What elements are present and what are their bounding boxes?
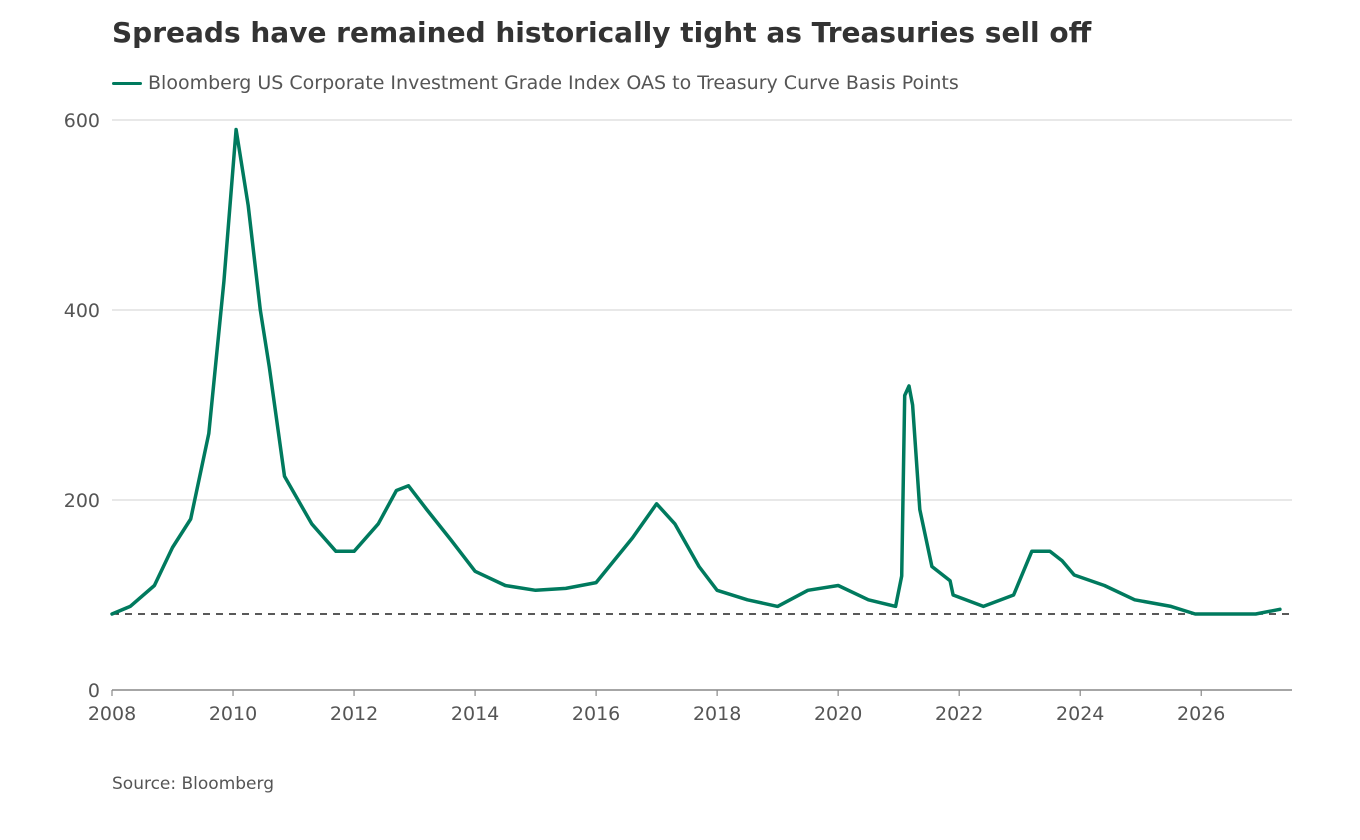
x-tick-label: 2014 [451,703,499,725]
y-tick-label: 600 [64,110,100,132]
legend-line-swatch [112,81,142,85]
x-tick-label: 2008 [88,703,136,725]
legend-label: Bloomberg US Corporate Investment Grade … [148,72,959,94]
x-tick-label: 2018 [693,703,741,725]
x-tick-label: 2010 [209,703,257,725]
chart-title: Spreads have remained historically tight… [112,16,1092,49]
x-tick-label: 2016 [572,703,620,725]
x-tick-label: 2024 [1056,703,1104,725]
x-tick-label: 2012 [330,703,378,725]
y-tick-label: 400 [64,300,100,322]
y-tick-label: 200 [64,490,100,512]
x-tick-label: 2026 [1177,703,1225,725]
legend: Bloomberg US Corporate Investment Grade … [112,72,959,94]
y-tick-label: 0 [88,680,100,702]
x-tick-label: 2022 [935,703,983,725]
series-line-0 [110,127,1282,616]
x-tick-label: 2020 [814,703,862,725]
source-note: Source: Bloomberg [112,774,274,794]
